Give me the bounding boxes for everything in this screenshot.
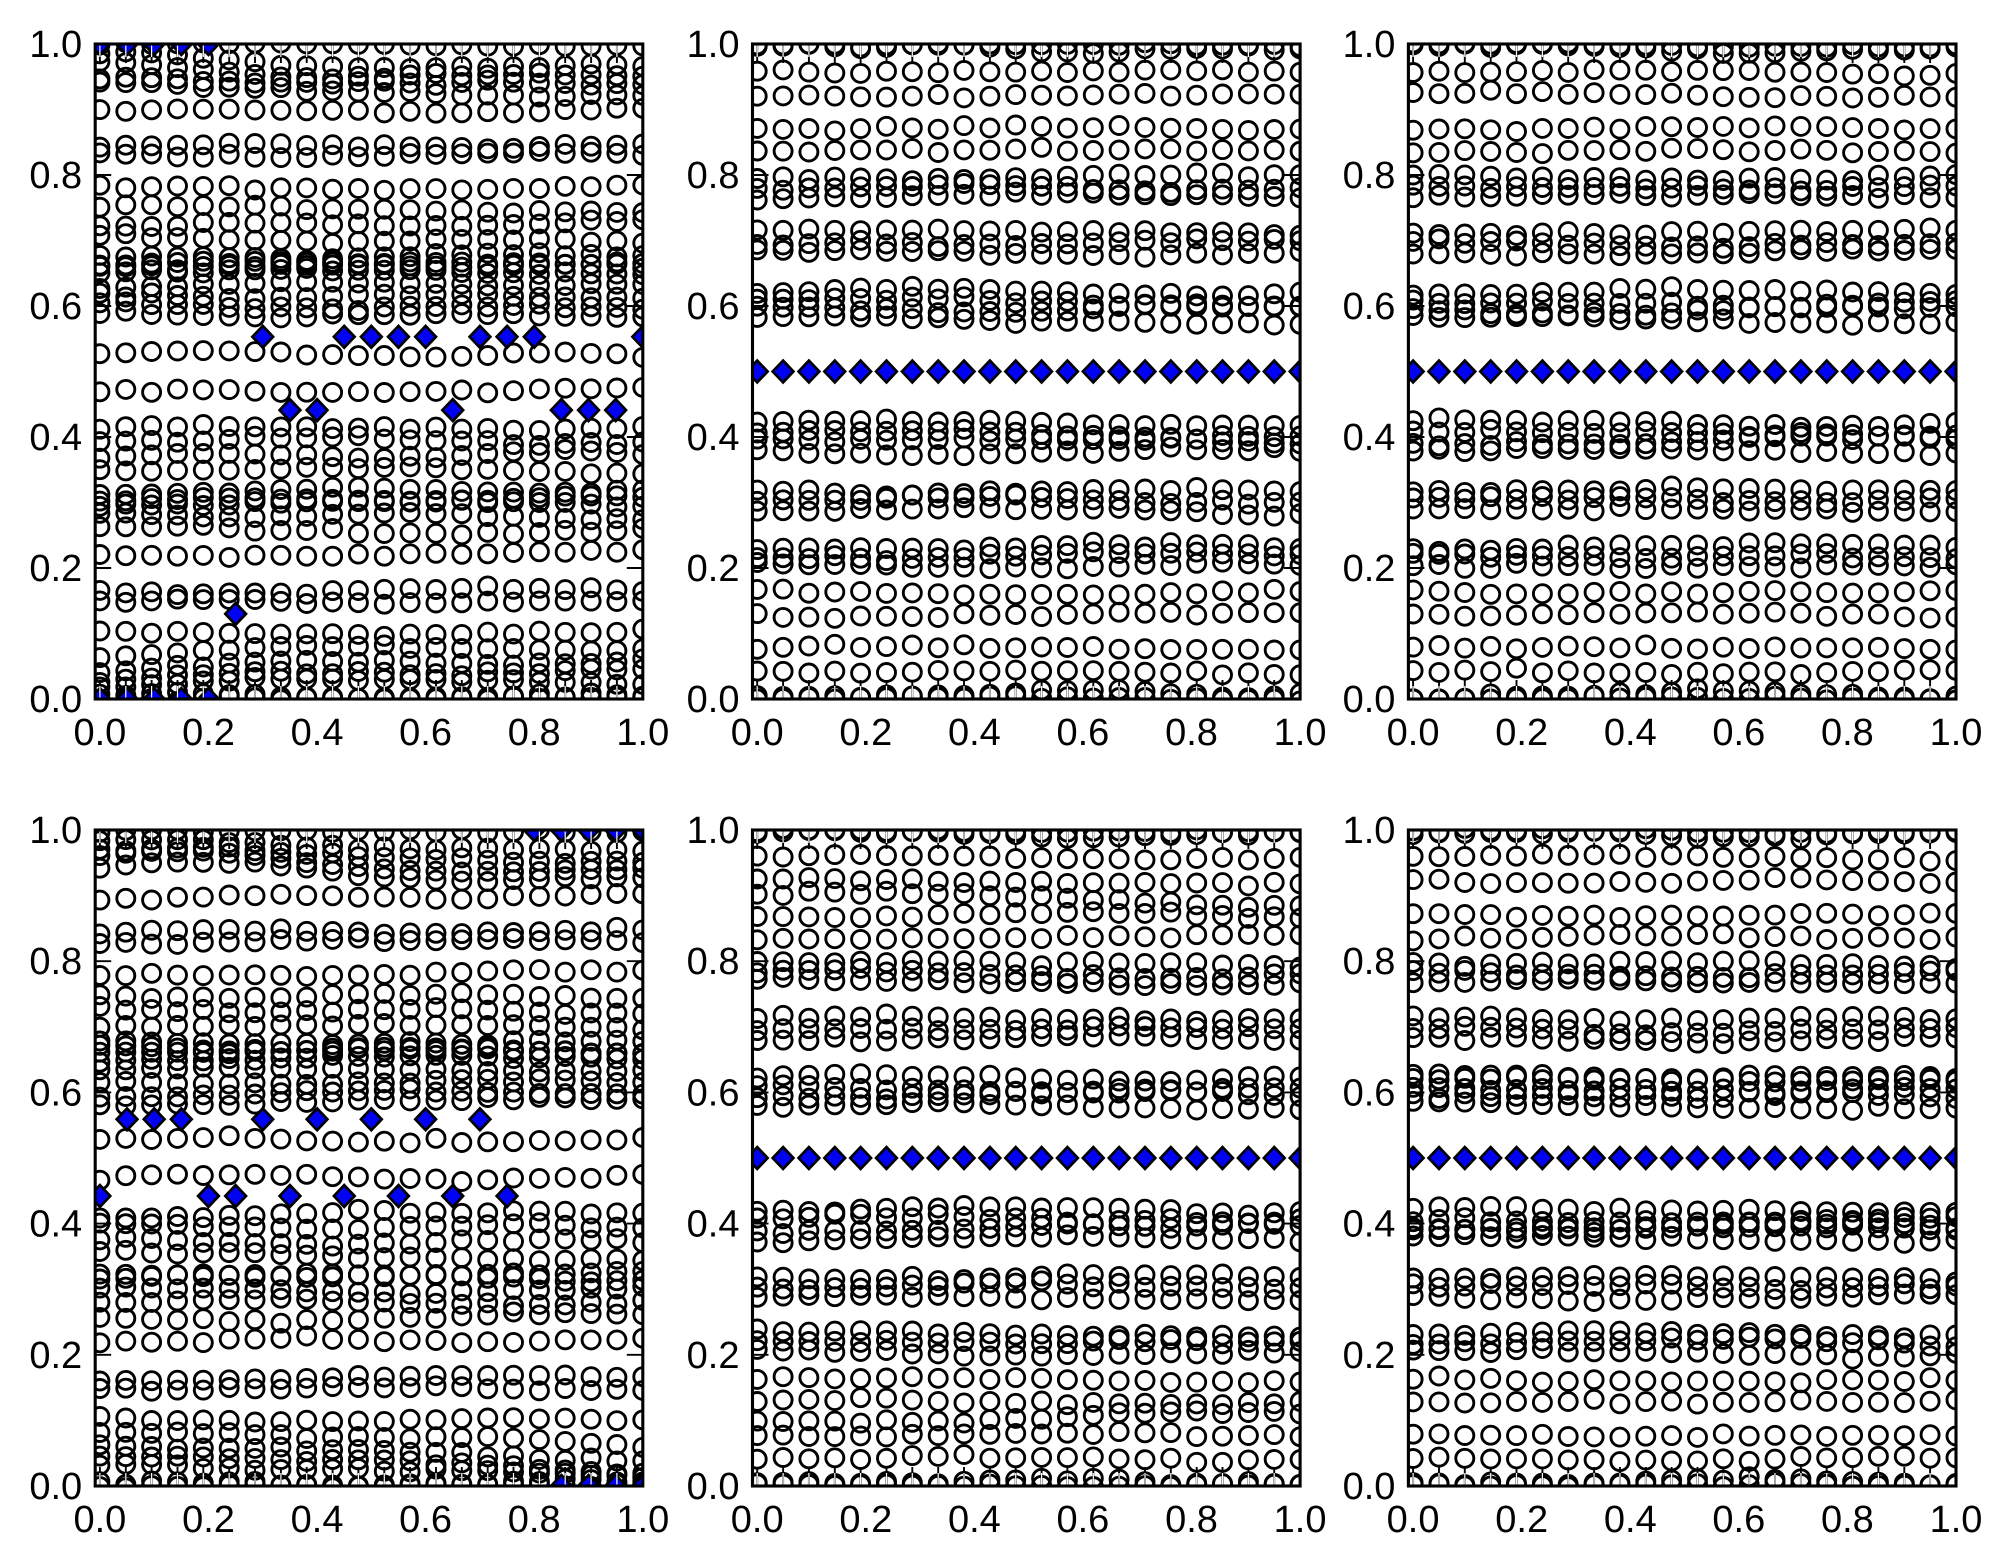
svg-text:0.8: 0.8 (1821, 1499, 1874, 1541)
svg-text:0.6: 0.6 (29, 286, 82, 328)
svg-text:1.0: 1.0 (687, 24, 740, 66)
svg-text:0.6: 0.6 (687, 1072, 740, 1114)
svg-text:0.8: 0.8 (508, 1499, 561, 1541)
svg-text:0.6: 0.6 (29, 1072, 82, 1114)
svg-text:0.0: 0.0 (1343, 679, 1396, 721)
svg-text:0.8: 0.8 (687, 155, 740, 197)
svg-text:1.0: 1.0 (1274, 712, 1327, 754)
svg-text:1.0: 1.0 (1930, 1499, 1983, 1541)
svg-text:0.2: 0.2 (29, 1335, 82, 1377)
svg-text:0.8: 0.8 (687, 941, 740, 983)
svg-text:0.6: 0.6 (1343, 1072, 1396, 1114)
svg-text:0.2: 0.2 (687, 1335, 740, 1377)
svg-text:0.8: 0.8 (29, 941, 82, 983)
svg-text:1.0: 1.0 (687, 810, 740, 852)
svg-text:0.0: 0.0 (1343, 1466, 1396, 1508)
svg-text:0.0: 0.0 (1387, 712, 1440, 754)
svg-text:1.0: 1.0 (616, 712, 669, 754)
svg-text:0.2: 0.2 (839, 1499, 892, 1541)
svg-text:1.0: 1.0 (29, 810, 82, 852)
svg-text:0.8: 0.8 (1165, 712, 1218, 754)
svg-text:0.2: 0.2 (1343, 1335, 1396, 1377)
svg-text:0.0: 0.0 (29, 1466, 82, 1508)
svg-text:0.0: 0.0 (29, 679, 82, 721)
svg-text:1.0: 1.0 (1343, 24, 1396, 66)
svg-text:0.2: 0.2 (1495, 1499, 1548, 1541)
svg-text:0.4: 0.4 (687, 417, 740, 459)
svg-text:0.6: 0.6 (1056, 712, 1109, 754)
svg-text:0.6: 0.6 (1056, 1499, 1109, 1541)
svg-text:0.8: 0.8 (1343, 941, 1396, 983)
svg-text:0.6: 0.6 (1343, 286, 1396, 328)
svg-text:0.2: 0.2 (1495, 712, 1548, 754)
svg-text:0.2: 0.2 (1343, 548, 1396, 590)
svg-text:0.4: 0.4 (1604, 1499, 1657, 1541)
svg-text:0.0: 0.0 (731, 712, 784, 754)
svg-text:0.2: 0.2 (687, 548, 740, 590)
svg-text:0.8: 0.8 (29, 155, 82, 197)
svg-text:0.6: 0.6 (1712, 712, 1765, 754)
svg-text:0.6: 0.6 (1712, 1499, 1765, 1541)
svg-text:0.8: 0.8 (1165, 1499, 1218, 1541)
svg-text:0.4: 0.4 (291, 712, 344, 754)
svg-text:1.0: 1.0 (616, 1499, 669, 1541)
svg-text:0.2: 0.2 (29, 548, 82, 590)
svg-text:0.4: 0.4 (1343, 417, 1396, 459)
svg-text:1.0: 1.0 (29, 24, 82, 66)
svg-text:0.0: 0.0 (73, 712, 126, 754)
svg-text:0.2: 0.2 (182, 712, 235, 754)
svg-text:0.8: 0.8 (508, 712, 561, 754)
svg-text:0.4: 0.4 (948, 1499, 1001, 1541)
svg-text:1.0: 1.0 (1274, 1499, 1327, 1541)
svg-text:0.0: 0.0 (687, 1466, 740, 1508)
svg-text:0.6: 0.6 (687, 286, 740, 328)
svg-text:0.2: 0.2 (839, 712, 892, 754)
svg-text:0.4: 0.4 (291, 1499, 344, 1541)
svg-text:0.4: 0.4 (687, 1204, 740, 1246)
svg-text:0.2: 0.2 (182, 1499, 235, 1541)
svg-text:0.4: 0.4 (1604, 712, 1657, 754)
svg-text:0.4: 0.4 (29, 417, 82, 459)
svg-text:0.4: 0.4 (1343, 1204, 1396, 1246)
svg-text:1.0: 1.0 (1343, 810, 1396, 852)
svg-text:0.0: 0.0 (731, 1499, 784, 1541)
svg-text:0.0: 0.0 (73, 1499, 126, 1541)
svg-text:0.4: 0.4 (29, 1204, 82, 1246)
svg-text:0.6: 0.6 (399, 712, 452, 754)
svg-text:0.8: 0.8 (1343, 155, 1396, 197)
svg-text:1.0: 1.0 (1930, 712, 1983, 754)
svg-text:0.6: 0.6 (399, 1499, 452, 1541)
svg-text:0.4: 0.4 (948, 712, 1001, 754)
svg-text:0.8: 0.8 (1821, 712, 1874, 754)
svg-text:0.0: 0.0 (687, 679, 740, 721)
svg-text:0.0: 0.0 (1387, 1499, 1440, 1541)
